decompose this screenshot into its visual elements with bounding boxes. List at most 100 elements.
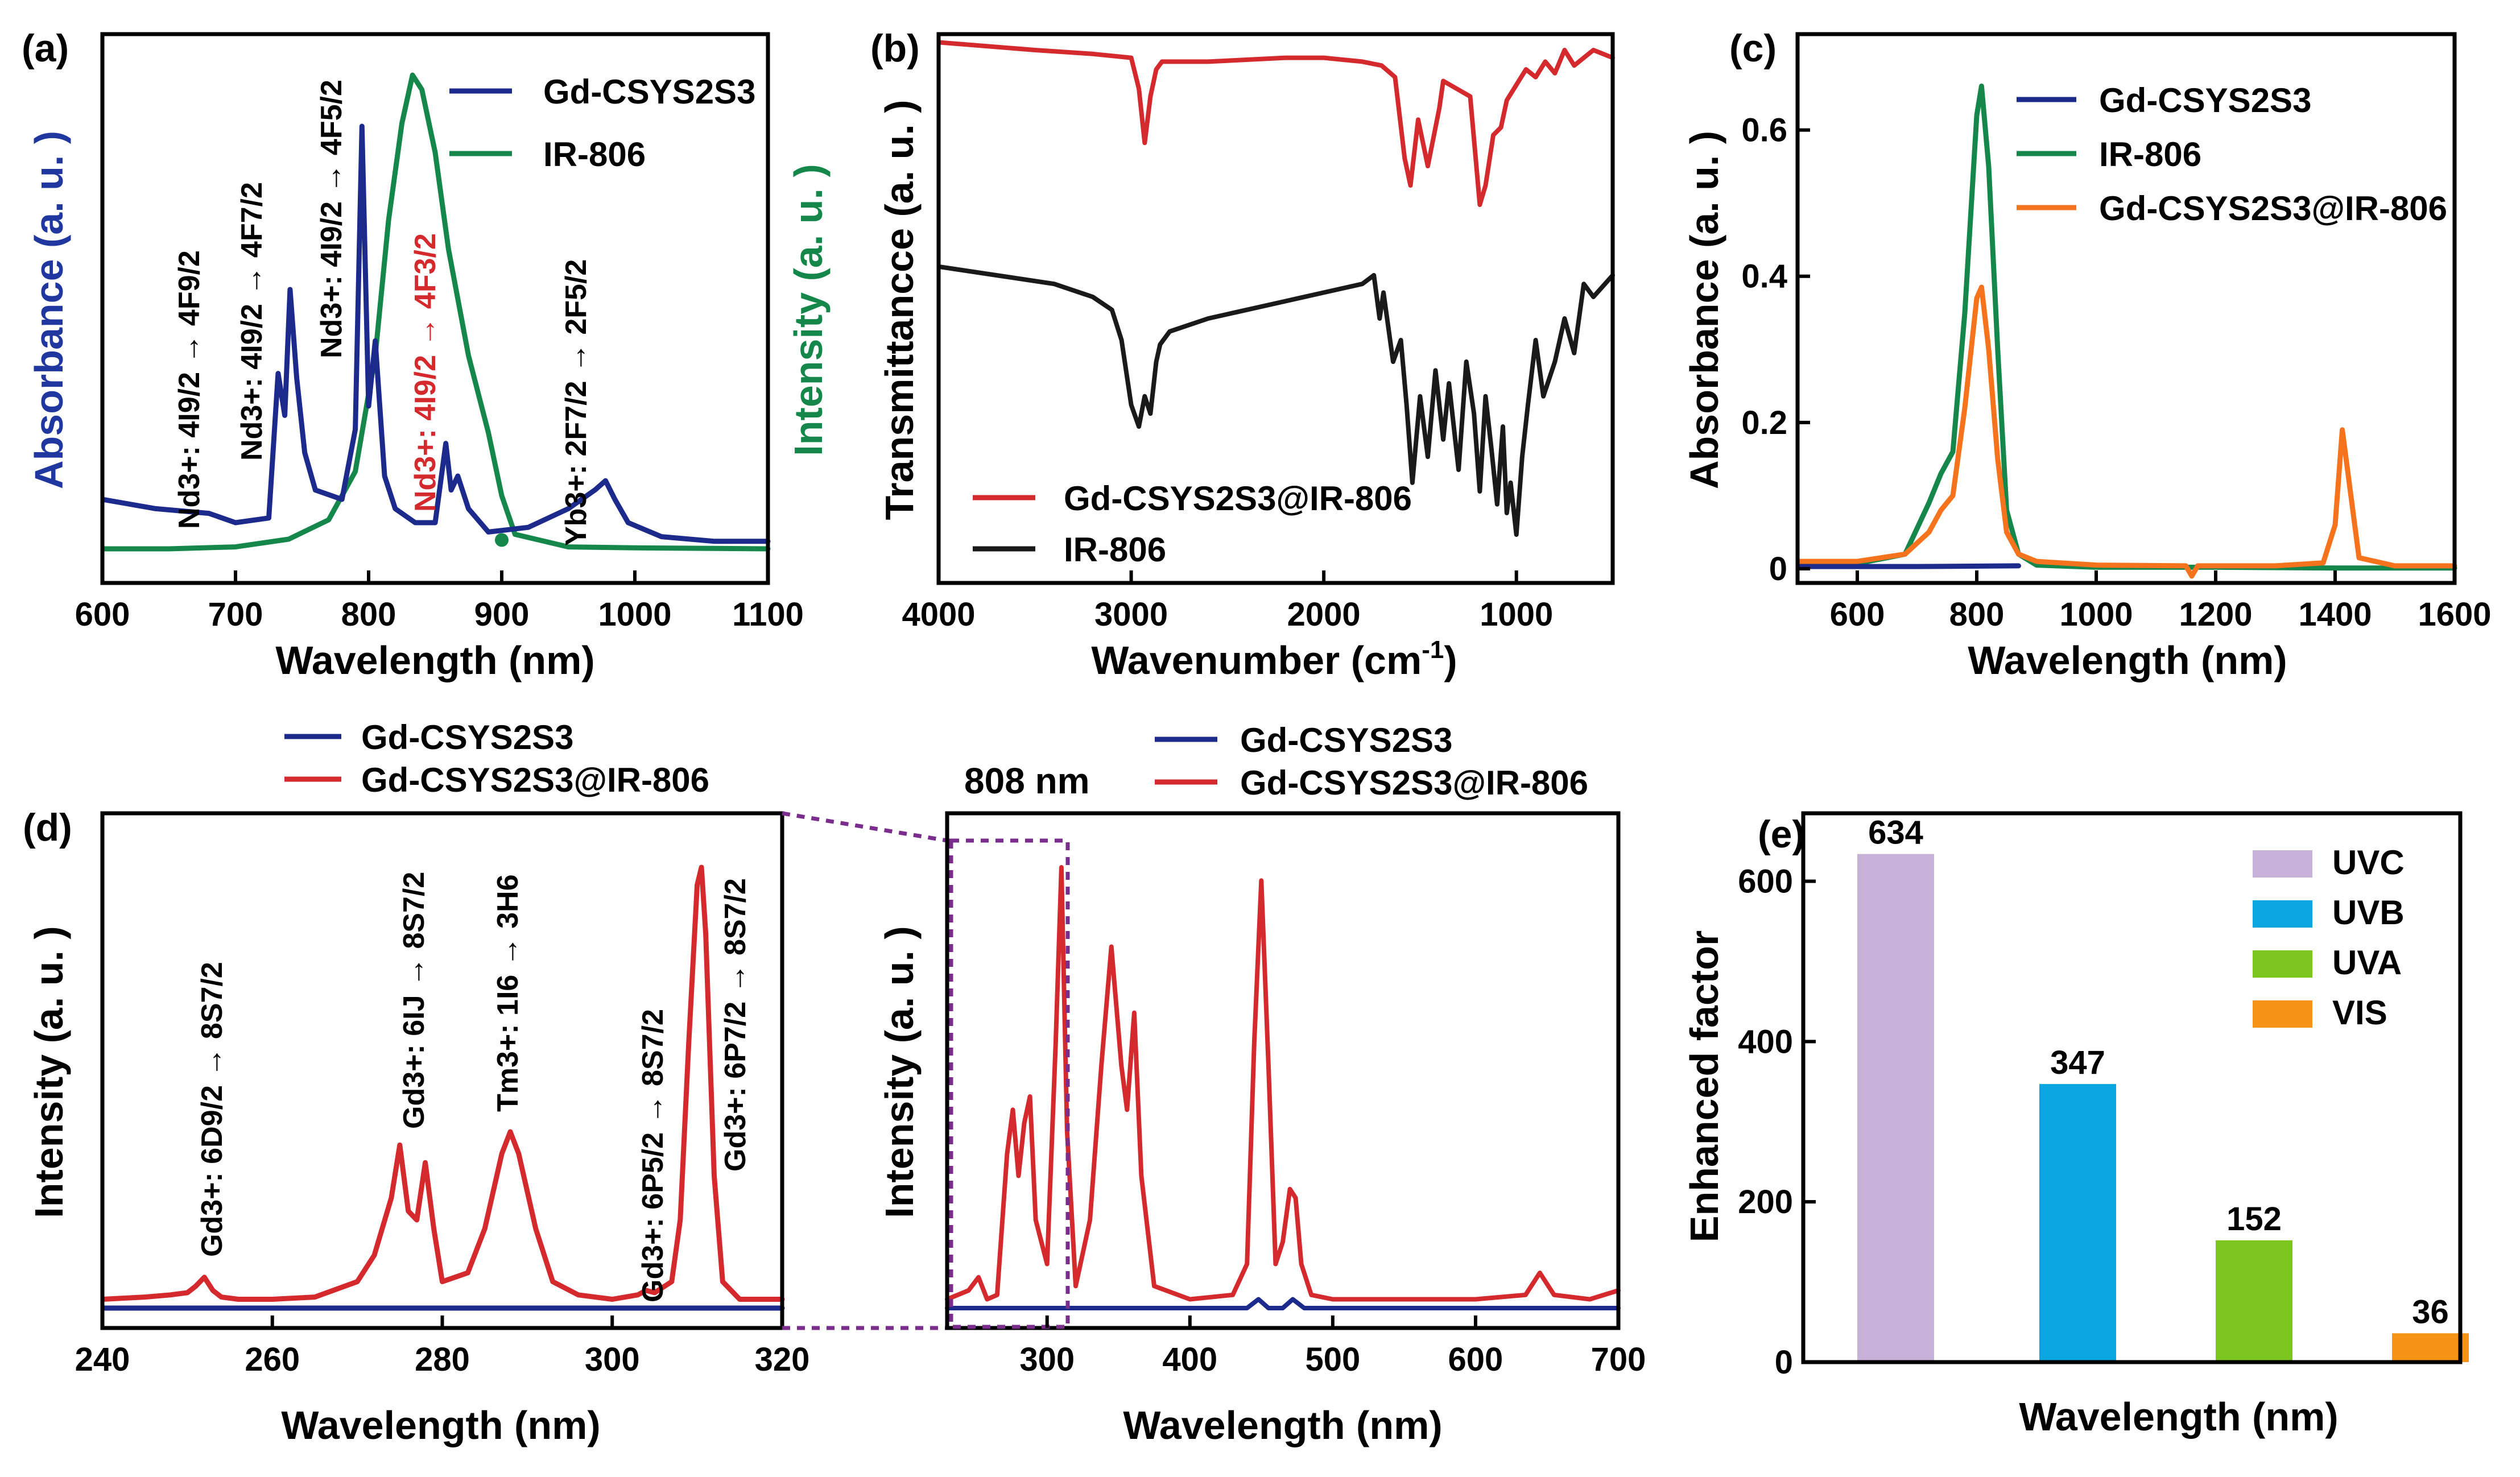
panel-a-annotation-1: Nd3+: 4I9/2 → 4F9/2	[173, 250, 206, 529]
panel-d-annotation-3: Tm3+: 1I6 → 3H6	[491, 874, 524, 1112]
panel-a-ylabel-right: Intensity (a. u. )	[786, 164, 831, 456]
panel-a-legend-2: IR-806	[543, 135, 646, 173]
panel-e-y-ticklabel-1: 200	[1738, 1184, 1793, 1221]
panel-e-label: (e)	[1758, 813, 1805, 856]
panel-a-series-gdcs	[102, 123, 771, 544]
panel-e-legend-0: UVC	[2332, 843, 2405, 882]
panel-d-right-x-ticklabel-3: 600	[1448, 1341, 1503, 1378]
panel-c-legend-1: Gd-CSYS2S3	[2099, 81, 2311, 119]
panel-c: (c) 600 800 1000 1200 1400 1600 0 0.2 0.4 0.6 Wav…	[1682, 27, 2492, 682]
panel-c-x-ticklabel-5: 1600	[2418, 596, 2491, 633]
panel-e-legend-swatch-2	[2253, 950, 2312, 978]
panel-d-left-x-ticklabel-0: 240	[75, 1341, 130, 1378]
panel-d-label: (d)	[23, 806, 72, 849]
panel-a-x-ticklabel-5: 1100	[732, 596, 804, 633]
panel-c-label: (c)	[1729, 27, 1777, 70]
panel-d-right-series-gdcs	[945, 1297, 1621, 1310]
panel-b-xlabel: Wavenumber (cm-1)	[1091, 636, 1457, 682]
panel-d-annotation-1: Gd3+: 6D9/2 → 8S7/2	[196, 962, 229, 1257]
panel-c-ticks: 600 800 1000 1200 1400 1600 0 0.2 0.4 0.6	[1741, 112, 2491, 633]
panel-d-left-legend-2: Gd-CSYS2S3@IR-806	[361, 761, 709, 799]
panel-c-x-ticklabel-3: 1200	[2179, 596, 2252, 633]
panel-e-ylabel: Enhanced factor	[1682, 930, 1726, 1242]
panel-e-legend-2: UVA	[2332, 944, 2402, 982]
panel-a-x-ticklabel-2: 800	[341, 596, 396, 633]
panel-c-xlabel: Wavelength (nm)	[1968, 638, 2287, 682]
panel-c-y-ticklabel-1: 0.2	[1741, 404, 1787, 441]
panel-e-y-ticklabel-2: 400	[1738, 1023, 1793, 1060]
panel-a-marker	[495, 533, 509, 547]
panel-d-annotation-2: Gd3+: 6IJ → 8S7/2	[398, 872, 431, 1129]
panel-e-bar-label-0: 634	[1868, 814, 1923, 851]
panel-e-bar-label-3: 36	[2412, 1293, 2449, 1330]
panel-d-right-series-composite	[945, 865, 1621, 1302]
panel-d-right-xticks: 300 400 500 600 700	[1019, 1315, 1646, 1378]
panel-b-series-ir806	[939, 264, 1615, 537]
panel-c-y-ticklabel-3: 0.6	[1741, 112, 1787, 149]
panel-b-series-composite	[939, 40, 1615, 207]
panel-b-x-ticklabel-3: 1000	[1480, 596, 1553, 633]
panel-c-x-ticklabel-4: 1400	[2298, 596, 2372, 633]
panel-d-right-x-ticklabel-2: 500	[1305, 1341, 1360, 1378]
panel-a-frame	[100, 32, 770, 585]
panel-a-xticks: 600 700 800 900 1000 1100	[75, 570, 804, 633]
panel-e-legend: UVC UVB UVA VIS	[2253, 843, 2405, 1032]
panel-d-left-x-ticklabel-2: 280	[415, 1341, 470, 1378]
panel-d-right-xlabel: Wavelength (nm)	[1123, 1403, 1442, 1447]
panel-a-x-ticklabel-0: 600	[75, 596, 130, 633]
panel-c-frame	[1795, 32, 2457, 585]
panel-d-left-legend-1: Gd-CSYS2S3	[361, 718, 573, 756]
panel-e-bar-uvb	[2039, 1084, 2116, 1362]
panel-e-y-ticklabel-3: 600	[1738, 863, 1793, 900]
panel-c-series-composite	[1798, 284, 2457, 579]
panel-a-ylabel: Absorbance (a. u. )	[27, 131, 71, 489]
panel-d-right-legend-2: Gd-CSYS2S3@IR-806	[1240, 764, 1588, 802]
panel-d-left-xticks: 240 260 280 300 320	[75, 1315, 810, 1378]
panel-e-y-ticklabel-0: 0	[1775, 1344, 1793, 1381]
panel-d-left-x-ticklabel-1: 260	[245, 1341, 300, 1378]
panel-e-legend-swatch-3	[2253, 1000, 2312, 1028]
panel-d-annotation-5: Gd3+: 6P7/2 → 8S7/2	[719, 878, 752, 1172]
panel-c-ylabel: Absorbance (a. u. )	[1682, 131, 1726, 489]
panel-a-annotation-2: Nd3+: 4I9/2 → 4F7/2	[236, 182, 268, 461]
panel-b-ylabel: Transmittancce (a. u. )	[877, 100, 922, 520]
panel-c-legend-2: IR-806	[2099, 135, 2201, 173]
panel-d-annotation-4: Gd3+: 6P5/2 → 8S7/2	[637, 1009, 670, 1302]
panel-a-label: (a)	[22, 27, 69, 70]
panel-a-annotation-5: Yb3+: 2F7/2 → 2F5/2	[560, 259, 593, 546]
panel-b-curves	[939, 40, 1615, 537]
panel-d-right-x-ticklabel-1: 400	[1162, 1341, 1217, 1378]
panel-b-legend-2: IR-806	[1064, 531, 1166, 569]
panel-c-x-ticklabel-1: 800	[1949, 596, 2005, 633]
panel-b-label: (b)	[870, 27, 920, 70]
panel-e-frame	[1801, 811, 2463, 1364]
panel-c-curves	[1798, 83, 2457, 579]
panel-a-legend-1: Gd-CSYS2S3	[543, 73, 755, 111]
panel-b-frame	[936, 32, 1615, 585]
panel-b-x-ticklabel-0: 4000	[902, 596, 975, 633]
panel-d-right-curves	[945, 865, 1621, 1310]
panel-e-legend-3: VIS	[2332, 994, 2387, 1032]
zoom-connector-top	[782, 811, 948, 843]
panel-b-xticks: 4000 3000 2000 1000	[902, 570, 1553, 633]
panel-a-series-ir806	[102, 72, 771, 552]
panel-e-bar-label-1: 347	[2050, 1044, 2105, 1081]
panel-e-bars: 634 347 152 36	[1857, 814, 2469, 1362]
panel-d-left: (d) Gd-CSYS2S3 Gd-CSYS2S3@IR-806 240 260 2…	[23, 718, 809, 1447]
panel-d-left-x-ticklabel-4: 320	[755, 1341, 810, 1378]
panel-c-y-ticklabel-0: 0	[1769, 551, 1787, 588]
panel-c-x-ticklabel-0: 600	[1830, 596, 1885, 633]
panel-d-left-xlabel: Wavelength (nm)	[281, 1403, 600, 1447]
panel-d-left-x-ticklabel-3: 300	[585, 1341, 640, 1378]
panel-e: (e) 634 347 152 36 0 200 400 600 Wavelength (n…	[1682, 811, 2469, 1439]
panel-d-right-frame	[945, 811, 1621, 1330]
panel-a-xlabel: Wavelength (nm)	[275, 638, 594, 682]
panel-e-bar-uvc	[1857, 854, 1934, 1362]
panel-e-legend-swatch-1	[2253, 900, 2312, 928]
panel-d-left-series-composite	[102, 864, 785, 1302]
panel-a-annotation-4: Nd3+: 4I9/2 → 4F3/2	[409, 233, 442, 512]
panel-e-bar-vis	[2392, 1333, 2469, 1362]
panel-c-y-ticklabel-2: 0.4	[1741, 258, 1787, 295]
panel-d-left-ylabel: Intensity (a. u. )	[27, 926, 71, 1218]
